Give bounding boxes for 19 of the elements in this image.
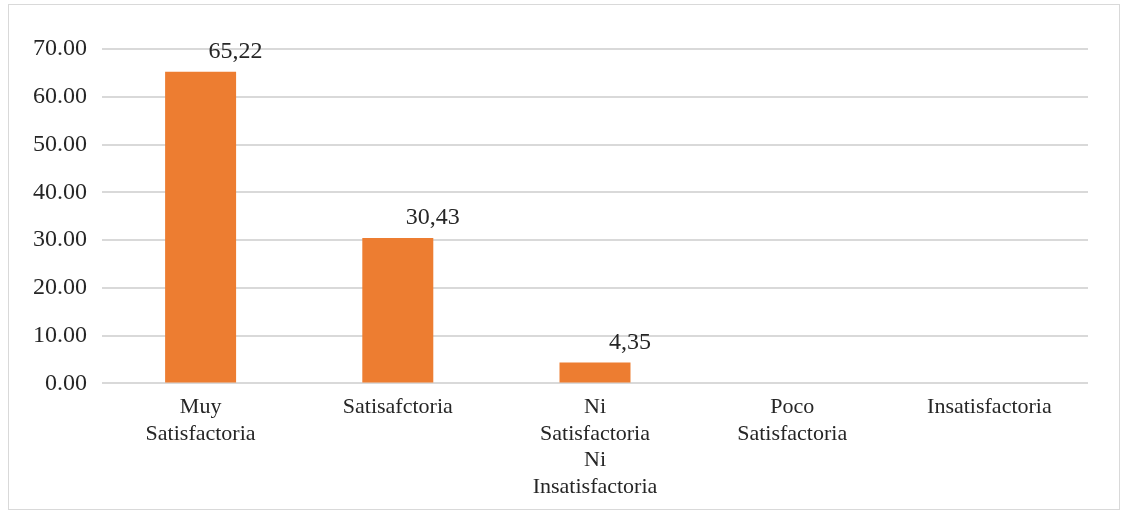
x-tick-label: Satisafctoria <box>342 393 454 419</box>
y-tick-label: 60.00 <box>33 82 87 109</box>
y-tick-label: 40.00 <box>33 177 87 204</box>
x-tick-label: Insatisfactoria <box>927 393 1052 419</box>
y-tick-label: 50.00 <box>33 129 87 156</box>
y-tick-label: 0.00 <box>45 368 87 395</box>
y-tick-label: 30.00 <box>33 225 87 252</box>
x-tick-label: Poco Satisfactoria <box>737 393 848 445</box>
bar <box>362 238 434 383</box>
y-tick-label: 70.00 <box>33 34 87 61</box>
x-tick-label: Ni Satisfactoria Ni Insatisfactoria <box>532 393 658 498</box>
y-tick-label: 20.00 <box>33 273 87 300</box>
x-tick-label: Muy Satisfactoria <box>145 393 256 445</box>
bar <box>559 362 631 383</box>
data-label: 30,43 <box>405 203 460 230</box>
bar <box>165 71 237 383</box>
y-tick-label: 10.00 <box>33 320 87 347</box>
data-label: 4,35 <box>609 327 651 354</box>
data-label: 65,22 <box>208 37 263 64</box>
